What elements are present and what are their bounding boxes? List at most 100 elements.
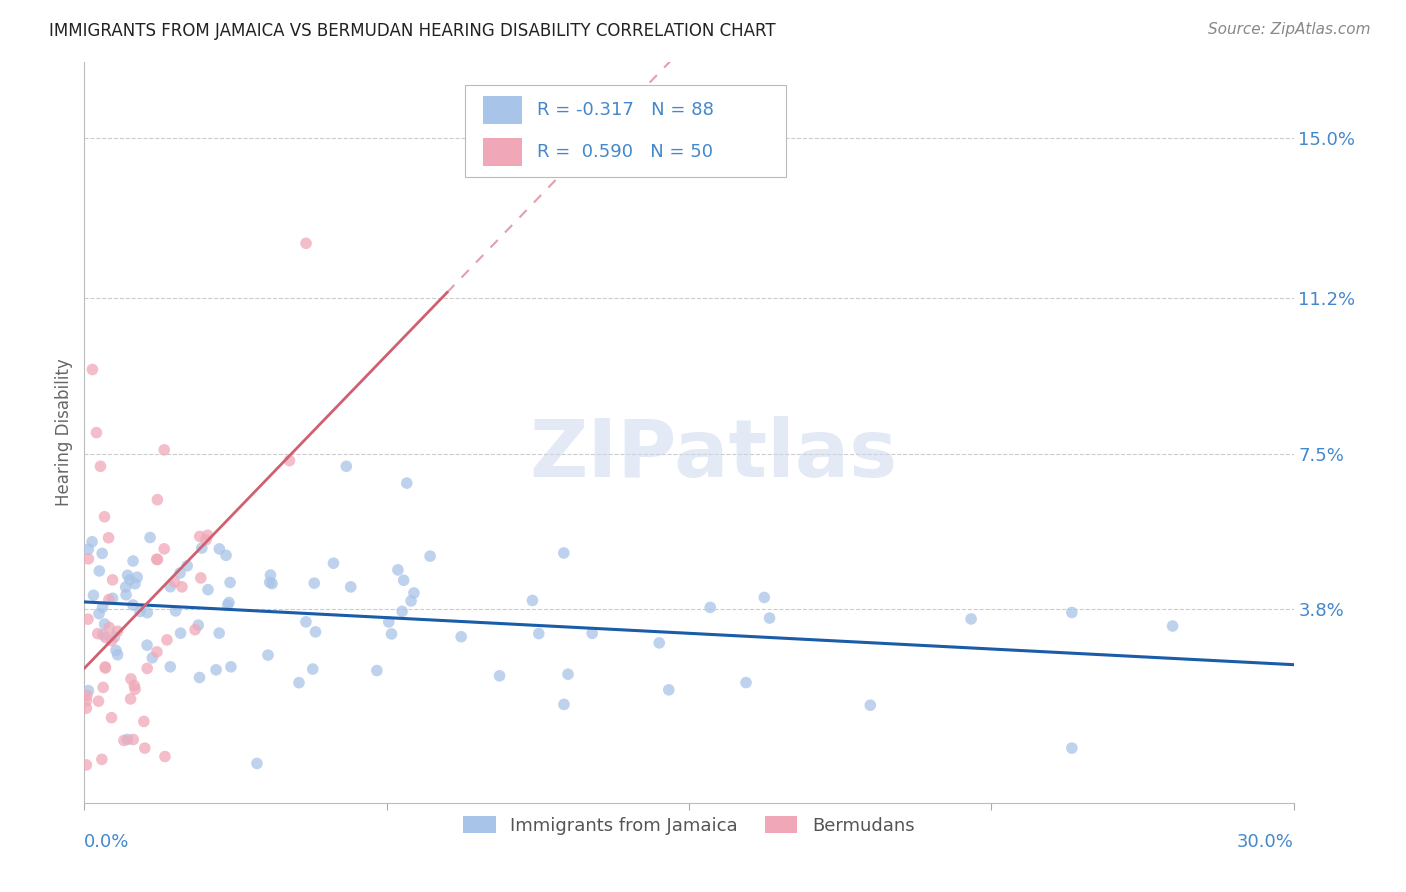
Point	[93, 617, 115, 632]
Point	[117, 568, 139, 582]
Point	[259, 568, 281, 582]
Point	[124, 682, 146, 697]
Point	[658, 682, 681, 697]
Point	[101, 573, 124, 587]
Point	[89, 564, 111, 578]
Point	[145, 552, 167, 566]
Point	[522, 593, 544, 607]
Point	[77, 683, 100, 698]
Point	[219, 575, 242, 590]
Point	[488, 669, 510, 683]
Text: 30.0%: 30.0%	[1237, 833, 1294, 851]
Point	[77, 542, 100, 557]
Point	[122, 554, 145, 568]
Point	[100, 711, 122, 725]
Point	[94, 631, 117, 645]
Point	[246, 756, 269, 771]
Point	[103, 630, 125, 644]
Point	[75, 701, 97, 715]
Point	[124, 576, 146, 591]
Point	[170, 580, 193, 594]
Point	[188, 671, 211, 685]
Point	[97, 592, 120, 607]
Point	[380, 627, 402, 641]
Point	[648, 636, 671, 650]
Point	[205, 663, 228, 677]
FancyBboxPatch shape	[465, 85, 786, 178]
Point	[392, 574, 415, 588]
Point	[758, 611, 780, 625]
Point	[91, 600, 114, 615]
Point	[165, 604, 187, 618]
Point	[176, 558, 198, 573]
Point	[184, 623, 207, 637]
Point	[553, 546, 575, 560]
Point	[197, 582, 219, 597]
Point	[395, 476, 418, 491]
Point	[399, 594, 422, 608]
Point	[259, 575, 281, 590]
Point	[188, 529, 211, 543]
Point	[419, 549, 441, 563]
Text: R = -0.317   N = 88: R = -0.317 N = 88	[537, 101, 713, 119]
Point	[859, 698, 882, 713]
Text: ZIPatlas: ZIPatlas	[529, 416, 897, 494]
Point	[134, 741, 156, 756]
Point	[107, 624, 129, 639]
Point	[366, 664, 388, 678]
Point	[93, 509, 115, 524]
Point	[295, 615, 318, 629]
Point	[94, 660, 117, 674]
FancyBboxPatch shape	[484, 95, 522, 124]
Point	[87, 607, 110, 621]
Point	[90, 752, 112, 766]
Point	[117, 732, 139, 747]
Point	[114, 580, 136, 594]
Point	[91, 546, 114, 560]
Point	[75, 758, 97, 772]
Point	[120, 672, 142, 686]
Point	[82, 534, 104, 549]
Point	[391, 604, 413, 618]
Point	[553, 698, 575, 712]
Point	[218, 595, 240, 609]
Point	[194, 533, 217, 547]
Point	[217, 598, 239, 612]
Point	[187, 618, 209, 632]
Point	[136, 606, 159, 620]
Text: Source: ZipAtlas.com: Source: ZipAtlas.com	[1208, 22, 1371, 37]
Point	[77, 551, 100, 566]
Point	[387, 563, 409, 577]
Text: IMMIGRANTS FROM JAMAICA VS BERMUDAN HEARING DISABILITY CORRELATION CHART: IMMIGRANTS FROM JAMAICA VS BERMUDAN HEAR…	[49, 22, 776, 40]
Point	[82, 362, 104, 376]
Point	[136, 638, 159, 652]
Point	[132, 714, 155, 729]
Point	[159, 580, 181, 594]
Point	[153, 442, 176, 457]
Point	[91, 681, 114, 695]
Point	[146, 492, 169, 507]
Point	[141, 650, 163, 665]
Point	[190, 571, 212, 585]
Point	[97, 531, 120, 545]
Point	[82, 588, 104, 602]
Point	[75, 694, 97, 708]
Point	[112, 733, 135, 747]
Point	[94, 661, 117, 675]
Point	[208, 626, 231, 640]
Point	[100, 633, 122, 648]
Point	[159, 660, 181, 674]
Point	[735, 675, 758, 690]
Point	[581, 626, 603, 640]
Point	[257, 648, 280, 662]
Point	[197, 528, 219, 542]
Point	[146, 645, 169, 659]
Point	[122, 679, 145, 693]
Point	[378, 615, 401, 629]
Point	[153, 749, 176, 764]
Point	[86, 626, 108, 640]
Point	[156, 632, 179, 647]
Point	[115, 588, 138, 602]
Point	[76, 689, 98, 703]
Legend: Immigrants from Jamaica, Bermudans: Immigrants from Jamaica, Bermudans	[456, 809, 922, 842]
